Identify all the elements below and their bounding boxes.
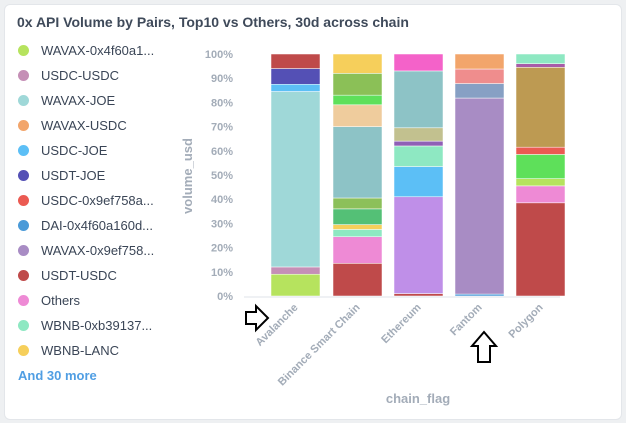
legend-swatch <box>18 170 29 181</box>
legend-swatch <box>18 120 29 131</box>
bar-segment-polygon[interactable] <box>515 53 566 64</box>
bar-segment-binance-smart-chain[interactable] <box>332 94 383 106</box>
x-tick-label: Fantom <box>448 301 485 338</box>
legend: WAVAX-0x4f60a1... USDC-USDC WAVAX-JOE WAVAX… <box>18 38 188 388</box>
bar-segment-polygon[interactable] <box>515 154 566 179</box>
legend-label: WBNB-LANC <box>41 343 120 358</box>
legend-item[interactable]: USDC-JOE <box>18 138 188 163</box>
bar-segment-polygon[interactable] <box>515 63 566 68</box>
bar-segment-fantom[interactable] <box>454 293 505 297</box>
bar-segment-polygon[interactable] <box>515 146 566 155</box>
bar-segment-polygon[interactable] <box>515 178 566 187</box>
bar-segment-binance-smart-chain[interactable] <box>332 229 383 237</box>
bar-segment-binance-smart-chain[interactable] <box>332 208 383 225</box>
bar-segment-ethereum[interactable] <box>393 53 444 72</box>
legend-label: DAI-0x4f60a160d... <box>41 218 154 233</box>
bar-segment-fantom[interactable] <box>454 68 505 84</box>
y-tick-label: 70% <box>211 122 233 134</box>
bar-segment-ethereum[interactable] <box>393 166 444 198</box>
bar-segment-avalanche[interactable] <box>270 273 321 297</box>
bar-segment-avalanche[interactable] <box>270 84 321 92</box>
bar-segment-binance-smart-chain[interactable] <box>332 73 383 96</box>
legend-label: WAVAX-USDC <box>41 118 127 133</box>
bar-segment-fantom[interactable] <box>454 53 505 70</box>
up-arrow-icon <box>469 330 499 363</box>
legend-label: USDT-USDC <box>41 268 117 283</box>
bar-segment-fantom[interactable] <box>454 97 505 295</box>
legend-item[interactable]: USDT-JOE <box>18 163 188 188</box>
legend-item[interactable]: USDC-USDC <box>18 63 188 88</box>
legend-label: USDC-USDC <box>41 68 119 83</box>
bar-segment-avalanche[interactable] <box>270 266 321 275</box>
legend-swatch <box>18 195 29 206</box>
bar-segment-fantom[interactable] <box>454 83 505 99</box>
y-tick-label: 100% <box>205 49 233 61</box>
legend-label: WAVAX-0x4f60a1... <box>41 43 155 58</box>
bar-segment-binance-smart-chain[interactable] <box>332 263 383 297</box>
legend-label: USDT-JOE <box>41 168 106 183</box>
bar-segment-ethereum[interactable] <box>393 127 444 142</box>
bar-segment-polygon[interactable] <box>515 202 566 297</box>
legend-label: USDC-JOE <box>41 143 108 158</box>
legend-label: WAVAX-JOE <box>41 93 116 108</box>
y-tick-label: 20% <box>211 243 233 255</box>
y-tick-label: 50% <box>211 170 233 182</box>
legend-label: WBNB-0xb39137... <box>41 318 153 333</box>
y-axis-label: volume_usd <box>180 138 195 214</box>
legend-swatch <box>18 245 29 256</box>
legend-label: Others <box>41 293 81 308</box>
bar-segment-avalanche[interactable] <box>270 53 321 69</box>
right-arrow-icon <box>245 303 270 333</box>
legend-item[interactable]: WAVAX-0x4f60a1... <box>18 38 188 63</box>
legend-item[interactable]: USDC-0x9ef758a... <box>18 188 188 213</box>
chart-title: 0x API Volume by Pairs, Top10 vs Others,… <box>17 14 409 30</box>
legend-label: WAVAX-0x9ef758... <box>41 243 155 258</box>
bar-segment-polygon[interactable] <box>515 67 566 148</box>
legend-swatch <box>18 270 29 281</box>
legend-swatch <box>18 70 29 81</box>
y-tick-label: 30% <box>211 218 233 230</box>
legend-item[interactable]: USDT-USDC <box>18 263 188 288</box>
x-tick-label: Ethereum <box>379 301 424 346</box>
legend-swatch <box>18 345 29 356</box>
legend-item[interactable]: WAVAX-0x9ef758... <box>18 238 188 263</box>
y-tick-label: 60% <box>211 146 233 158</box>
y-tick-label: 10% <box>211 267 233 279</box>
legend-swatch <box>18 220 29 231</box>
bar-segment-polygon[interactable] <box>515 185 566 204</box>
bar-segment-ethereum[interactable] <box>393 140 444 147</box>
legend-item[interactable]: Others <box>18 288 188 313</box>
x-axis-label: chain_flag <box>386 391 450 406</box>
legend-more-link[interactable]: And 30 more <box>18 368 97 383</box>
y-tick-label: 90% <box>211 73 233 85</box>
x-tick-label: Polygon <box>506 301 545 340</box>
legend-swatch <box>18 95 29 106</box>
y-tick-label: 80% <box>211 97 233 109</box>
bar-segment-binance-smart-chain[interactable] <box>332 126 383 199</box>
bar-segment-binance-smart-chain[interactable] <box>332 224 383 230</box>
bar-segment-avalanche[interactable] <box>270 91 321 268</box>
bar-segment-binance-smart-chain[interactable] <box>332 53 383 74</box>
bar-segment-ethereum[interactable] <box>393 196 444 294</box>
bar-segment-binance-smart-chain[interactable] <box>332 104 383 127</box>
bar-segment-ethereum[interactable] <box>393 293 444 297</box>
legend-label: USDC-0x9ef758a... <box>41 193 154 208</box>
legend-item[interactable]: WBNB-LANC <box>18 338 188 363</box>
bar-segment-binance-smart-chain[interactable] <box>332 236 383 264</box>
legend-item[interactable]: WAVAX-USDC <box>18 113 188 138</box>
legend-swatch <box>18 45 29 56</box>
legend-swatch <box>18 145 29 156</box>
legend-item[interactable]: WBNB-0xb39137... <box>18 313 188 338</box>
legend-item[interactable]: DAI-0x4f60a160d... <box>18 213 188 238</box>
legend-swatch <box>18 295 29 306</box>
y-tick-label: 0% <box>217 291 233 303</box>
bar-segment-ethereum[interactable] <box>393 70 444 129</box>
bar-segment-binance-smart-chain[interactable] <box>332 197 383 210</box>
legend-item[interactable]: WAVAX-JOE <box>18 88 188 113</box>
y-tick-label: 40% <box>211 194 233 206</box>
legend-swatch <box>18 320 29 331</box>
bar-segment-avalanche[interactable] <box>270 68 321 85</box>
bar-segment-ethereum[interactable] <box>393 145 444 167</box>
